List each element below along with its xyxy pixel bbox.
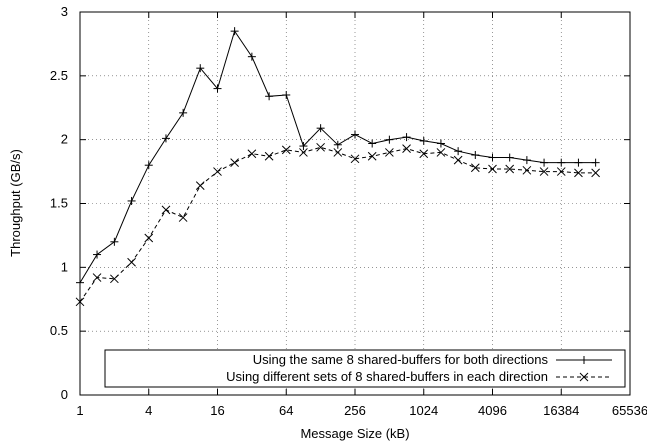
x-tick-label: 4	[145, 403, 152, 418]
y-tick-label: 1	[61, 259, 68, 274]
series-2	[75, 142, 600, 307]
plot-frame	[79, 11, 631, 396]
series-1	[76, 27, 600, 287]
grid-lines	[80, 12, 630, 395]
axis-ticks: 0 0.5 1 1.5 2 2.5 3 1 4 16 64 256 1024 4096 16384 65536	[50, 4, 647, 418]
legend-label-series-1: Using the same 8 shared-buffers for both…	[253, 352, 549, 367]
x-axis-label: Message Size (kB)	[300, 426, 409, 441]
x-tick-label: 16384	[543, 403, 579, 418]
x-tick-label: 65536	[612, 403, 647, 418]
y-tick-label: 3	[61, 4, 68, 19]
series-2-point	[488, 164, 497, 174]
y-axis-label: Throughput (GB/s)	[8, 149, 23, 257]
series-2-point	[213, 167, 222, 176]
series-2-point	[299, 148, 308, 157]
series-2-point	[470, 163, 480, 173]
series-2-point	[247, 149, 257, 159]
y-tick-label: 1.5	[50, 196, 68, 211]
series-2-line	[79, 146, 596, 303]
x-tick-label: 1	[76, 403, 83, 418]
legend-label-series-2: Using different sets of 8 shared-buffers…	[226, 369, 548, 384]
series-2-point	[419, 149, 429, 159]
y-tick-label: 2.5	[50, 68, 68, 83]
x-tick-label: 256	[344, 403, 366, 418]
series-2-point	[127, 257, 136, 267]
legend: Using the same 8 shared-buffers for both…	[104, 349, 626, 388]
series-2-point	[574, 168, 583, 178]
series-1-line	[79, 29, 596, 283]
series-2-point	[350, 154, 360, 164]
y-tick-label: 0.5	[50, 323, 68, 338]
series-2-point	[75, 297, 85, 307]
series-2-point	[144, 233, 154, 243]
y-tick-label: 2	[61, 132, 68, 147]
series-2-point	[110, 274, 119, 284]
series-2-point	[92, 273, 102, 282]
series-2-point	[161, 205, 171, 215]
series-2-point	[333, 148, 343, 157]
series-2-point	[505, 164, 515, 174]
series-2-point	[195, 181, 205, 190]
series-2-point	[453, 155, 463, 165]
series-2-point	[264, 151, 274, 161]
x-tick-label: 64	[279, 403, 293, 418]
legend-samples	[556, 356, 612, 382]
series-2-point	[281, 145, 291, 155]
series-2-point	[556, 167, 566, 176]
series-2-point	[522, 165, 532, 175]
series-2-point	[230, 158, 239, 168]
series-2-point	[436, 148, 446, 157]
x-tick-label: 4096	[478, 403, 507, 418]
legend-marker-series-2	[579, 372, 589, 382]
y-tick-label: 0	[61, 387, 68, 402]
series-2-point	[539, 167, 549, 176]
series-2-point	[385, 148, 394, 157]
series-2-point	[402, 144, 411, 153]
series-2-point	[178, 213, 188, 222]
series-2-point	[316, 142, 325, 152]
series-lines	[75, 27, 600, 307]
series-2-point	[367, 151, 377, 161]
x-tick-label: 16	[210, 403, 224, 418]
legend-box	[104, 349, 626, 388]
series-2-point	[591, 168, 600, 178]
x-tick-label: 1024	[409, 403, 438, 418]
